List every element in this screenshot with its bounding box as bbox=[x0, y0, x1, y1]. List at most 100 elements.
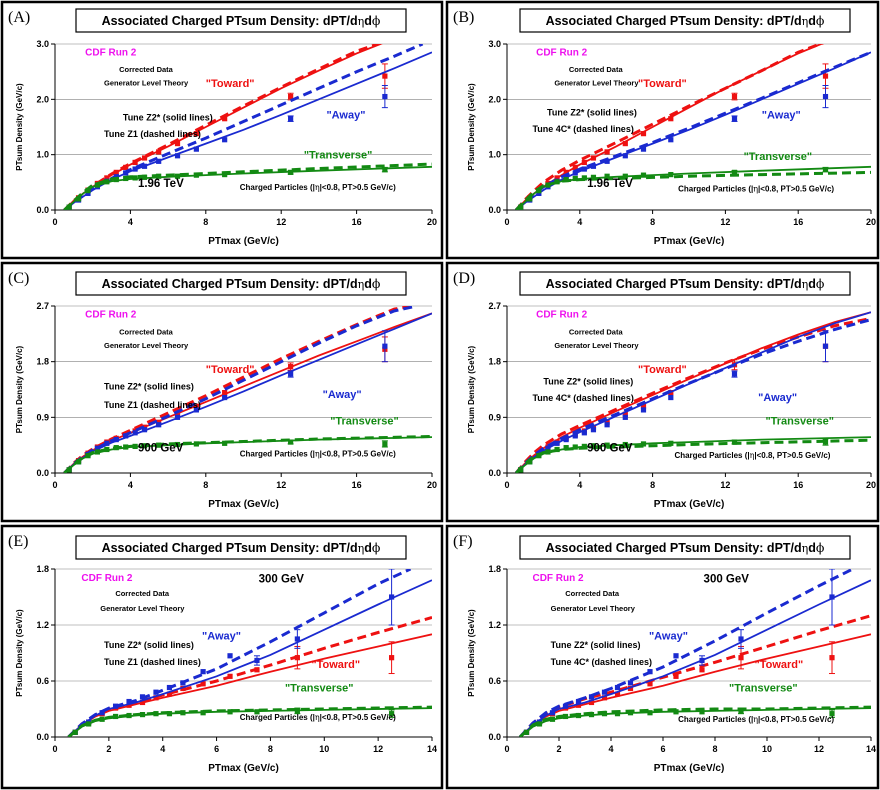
toward-data-point bbox=[288, 93, 294, 100]
cuts-eta-symbol: η bbox=[750, 451, 755, 460]
away-data-point bbox=[222, 394, 228, 401]
away-data-point bbox=[288, 116, 294, 122]
toward-data-point bbox=[139, 699, 146, 706]
transverse-data-point bbox=[123, 175, 129, 182]
tune-solid-label: Tune Z2* (solid lines) bbox=[547, 107, 637, 117]
toward-series-label: "Toward" bbox=[206, 78, 255, 90]
transverse-data-point bbox=[572, 175, 578, 182]
title-phi-symbol: ϕ bbox=[372, 540, 381, 555]
x-tick-label: 2 bbox=[106, 744, 111, 754]
away-data-point bbox=[590, 427, 597, 433]
transverse-series-label: "Transverse" bbox=[330, 416, 399, 428]
transverse-data-point bbox=[536, 188, 542, 194]
away-data-point bbox=[647, 669, 653, 675]
generator-theory-label: Generator Level Theory bbox=[104, 79, 189, 88]
transverse-data-point bbox=[123, 444, 129, 450]
transverse-data-point bbox=[141, 174, 148, 180]
toward-data-point bbox=[156, 149, 162, 155]
toward-data-point bbox=[123, 164, 129, 170]
toward-data-point bbox=[640, 131, 647, 137]
panel-frame bbox=[0, 261, 444, 523]
y-tick-label: 0.0 bbox=[36, 205, 49, 215]
tune-dashed-label: Tune Z1 (dashed lines) bbox=[104, 129, 201, 139]
panel-c: (C) Associated Charged PTsum Density: dPT… bbox=[0, 261, 444, 523]
toward-data-point bbox=[563, 169, 569, 175]
toward-data-point bbox=[622, 411, 628, 417]
transverse-data-point bbox=[622, 173, 628, 179]
x-tick-label: 4 bbox=[577, 217, 582, 227]
chart-title: Associated Charged PTsum Density: dPT/dη… bbox=[546, 13, 825, 28]
transverse-dashed-line bbox=[67, 705, 432, 737]
toward-data-point bbox=[288, 364, 294, 370]
transverse-data-point bbox=[156, 442, 162, 448]
transverse-data-point bbox=[640, 441, 647, 447]
cuts-label: Charged Particles (|η|<0.8, PT>0.5 GeV/c… bbox=[678, 185, 834, 194]
toward-data-point bbox=[581, 159, 587, 166]
transverse-dashed-line bbox=[63, 162, 432, 210]
cdf-run-label: CDF Run 2 bbox=[536, 48, 588, 59]
title-d: d bbox=[364, 277, 372, 291]
away-data-point bbox=[104, 440, 110, 446]
title-d: d bbox=[808, 541, 816, 555]
transverse-data-point bbox=[829, 711, 835, 717]
transverse-data-point bbox=[545, 449, 551, 455]
away-data-point bbox=[640, 146, 647, 152]
toward-data-point bbox=[294, 655, 300, 661]
x-tick-label: 20 bbox=[427, 217, 437, 227]
panel-letter: (F) bbox=[453, 533, 473, 550]
series-layer bbox=[514, 44, 871, 210]
tune-solid-label: Tune Z2* (solid lines) bbox=[543, 376, 633, 386]
x-tick-label: 16 bbox=[793, 480, 803, 490]
y-tick-label: 0.0 bbox=[488, 732, 501, 742]
transverse-data-point bbox=[227, 709, 233, 715]
y-tick-label: 0.0 bbox=[488, 205, 501, 215]
tune-dashed-label: Tune 4C* (dashed lines) bbox=[532, 393, 633, 403]
away-data-point bbox=[563, 174, 569, 180]
away-dashed-line bbox=[518, 569, 854, 737]
away-data-point bbox=[581, 166, 587, 172]
y-axis-label: PTsum Density (GeV/c) bbox=[15, 345, 24, 433]
x-tick-label: 0 bbox=[52, 480, 57, 490]
title-phi-symbol: ϕ bbox=[816, 276, 825, 291]
x-tick-label: 12 bbox=[814, 744, 824, 754]
away-data-point bbox=[132, 166, 138, 172]
transverse-data-point bbox=[738, 708, 744, 714]
transverse-data-point bbox=[222, 171, 228, 178]
away-data-point bbox=[113, 174, 119, 180]
away-data-point bbox=[699, 657, 705, 664]
y-axis-label: PTsum Density (GeV/c) bbox=[15, 83, 24, 171]
away-data-point bbox=[731, 116, 738, 122]
cuts-label: Charged Particles (|η|<0.8, PT>0.5 GeV/c… bbox=[240, 183, 396, 192]
transverse-data-point bbox=[66, 467, 72, 473]
transverse-data-point bbox=[590, 443, 597, 449]
away-data-point bbox=[668, 137, 674, 143]
toward-data-point bbox=[227, 673, 233, 679]
away-data-point bbox=[193, 146, 199, 152]
x-axis-label: PTmax (GeV/c) bbox=[208, 763, 279, 774]
cuts-eta-symbol: η bbox=[753, 715, 758, 724]
y-tick-label: 1.2 bbox=[488, 620, 501, 630]
transverse-data-point bbox=[614, 711, 621, 717]
toward-solid-line bbox=[63, 312, 432, 473]
generator-theory-label: Generator Level Theory bbox=[554, 341, 639, 350]
generator-theory-label: Generator Level Theory bbox=[551, 604, 636, 613]
transverse-data-point bbox=[112, 713, 119, 720]
x-tick-label: 0 bbox=[52, 217, 57, 227]
chart-title: Associated Charged PTsum Density: dPT/dη… bbox=[102, 276, 381, 291]
toward-data-point bbox=[627, 685, 634, 692]
title-eta-symbol: η bbox=[358, 542, 365, 555]
transverse-data-point bbox=[581, 443, 587, 450]
away-data-point bbox=[166, 684, 173, 691]
transverse-data-point bbox=[288, 439, 294, 445]
x-tick-label: 20 bbox=[866, 217, 876, 227]
away-data-point bbox=[132, 430, 138, 436]
x-tick-label: 6 bbox=[214, 744, 219, 754]
y-tick-label: 0.0 bbox=[36, 732, 49, 742]
x-tick-label: 8 bbox=[268, 744, 273, 754]
transverse-data-point bbox=[562, 713, 569, 720]
y-tick-label: 0.0 bbox=[36, 468, 49, 478]
away-data-point bbox=[588, 694, 595, 700]
transverse-data-point bbox=[563, 176, 569, 183]
transverse-data-point bbox=[94, 182, 101, 188]
transverse-data-point bbox=[99, 716, 105, 722]
